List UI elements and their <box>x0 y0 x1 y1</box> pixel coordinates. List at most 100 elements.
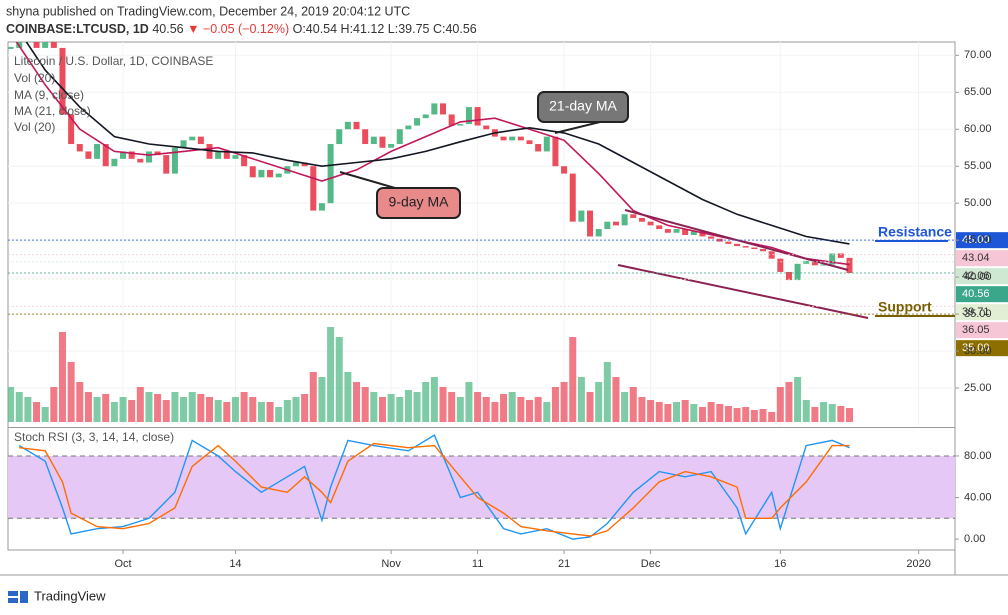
volume-bar <box>534 397 542 422</box>
candle <box>760 249 767 252</box>
volume-bar <box>465 382 473 422</box>
candle <box>241 155 248 167</box>
annotation: 21-day MA <box>549 98 617 114</box>
volume-bar <box>569 337 577 422</box>
volume-bar <box>404 390 412 422</box>
y-tick-label: 30.00 <box>964 345 992 357</box>
candle <box>405 125 412 130</box>
y-tick-label: 60.00 <box>964 123 992 135</box>
price-pane <box>8 37 955 425</box>
candle <box>803 260 810 264</box>
candle <box>708 236 715 239</box>
candle <box>301 162 308 167</box>
brand-logo <box>8 591 28 603</box>
volume-bar <box>724 406 732 422</box>
volume-bar <box>430 377 438 422</box>
volume-bar <box>214 400 222 422</box>
candle <box>171 147 178 174</box>
candle <box>396 129 403 145</box>
volume-bar <box>837 406 845 422</box>
volume-bar <box>439 387 447 422</box>
volume-bar <box>76 382 84 422</box>
volume-bar <box>543 402 551 422</box>
candle <box>362 129 369 145</box>
volume-bar <box>508 392 516 422</box>
volume-bar <box>448 392 456 422</box>
stoch-line <box>19 442 850 537</box>
published: shyna published on TradingView.com, Dece… <box>6 4 410 18</box>
change: ▼ −0.05 (−0.12%) <box>187 22 289 36</box>
candle <box>249 166 256 178</box>
x-tick-label: 21 <box>558 558 570 570</box>
y-tick-label: 65.00 <box>964 86 992 98</box>
candle <box>742 246 749 248</box>
candle <box>751 247 758 250</box>
candle <box>612 221 619 226</box>
candle <box>465 107 472 125</box>
volume-bar <box>776 387 784 422</box>
candle <box>414 118 421 126</box>
candle <box>422 114 429 119</box>
candle <box>379 136 386 148</box>
volume-bar <box>638 397 646 422</box>
candle <box>94 144 101 159</box>
y-tick-label: 70.00 <box>964 49 992 61</box>
candle <box>682 229 689 235</box>
price-label-box <box>956 304 1008 321</box>
y-tick-label: 25.00 <box>964 382 992 394</box>
ma-line <box>15 42 850 266</box>
stoch-line <box>18 434 850 540</box>
volume-bar <box>353 382 361 422</box>
candle <box>163 155 170 174</box>
price-label: 42.06 <box>962 270 990 282</box>
volume-bar <box>647 400 655 422</box>
candle <box>25 37 31 41</box>
volume-bar <box>50 387 58 422</box>
candle <box>794 263 801 281</box>
candle <box>543 136 550 152</box>
volume-bar <box>560 382 568 422</box>
volume-bar <box>102 394 110 422</box>
candle <box>318 203 325 211</box>
y-tick-label: 80.00 <box>964 450 992 462</box>
candle <box>526 140 533 145</box>
candle <box>725 241 732 244</box>
volume-bar <box>8 387 15 422</box>
trend-line <box>617 264 869 319</box>
volume-bar <box>378 397 386 422</box>
price-label: 40.56 <box>962 288 990 300</box>
price-label: 45.00 <box>962 234 990 246</box>
candle <box>509 136 516 141</box>
x-tick-label: Nov <box>381 558 401 570</box>
candle <box>474 107 481 126</box>
volume-bar <box>811 407 819 422</box>
candle <box>215 151 222 159</box>
y-tick-label: 55.00 <box>964 160 992 172</box>
price-label-box <box>956 340 1008 357</box>
volume-bar <box>525 400 533 422</box>
candle <box>232 155 239 159</box>
volume-bar <box>586 392 594 422</box>
price-label-box <box>956 322 1008 339</box>
candle <box>258 169 265 178</box>
candle <box>846 257 853 273</box>
candle <box>76 144 83 152</box>
candle <box>128 151 135 159</box>
volume-bar <box>275 407 283 422</box>
candle <box>431 103 438 115</box>
x-tick-label: 14 <box>229 558 241 570</box>
candle <box>483 125 490 130</box>
ma-line <box>25 42 850 245</box>
candle <box>267 169 274 178</box>
legend-entry: Vol (20) <box>14 120 55 134</box>
volume-bar <box>136 387 144 422</box>
volume-bar <box>154 394 162 422</box>
candle <box>829 253 836 265</box>
candle <box>137 158 144 163</box>
candle <box>587 210 594 237</box>
volume-bar <box>482 397 490 422</box>
candle <box>517 136 524 141</box>
candle <box>535 144 542 152</box>
volume-bar <box>707 402 715 422</box>
volume-bar <box>361 387 369 422</box>
